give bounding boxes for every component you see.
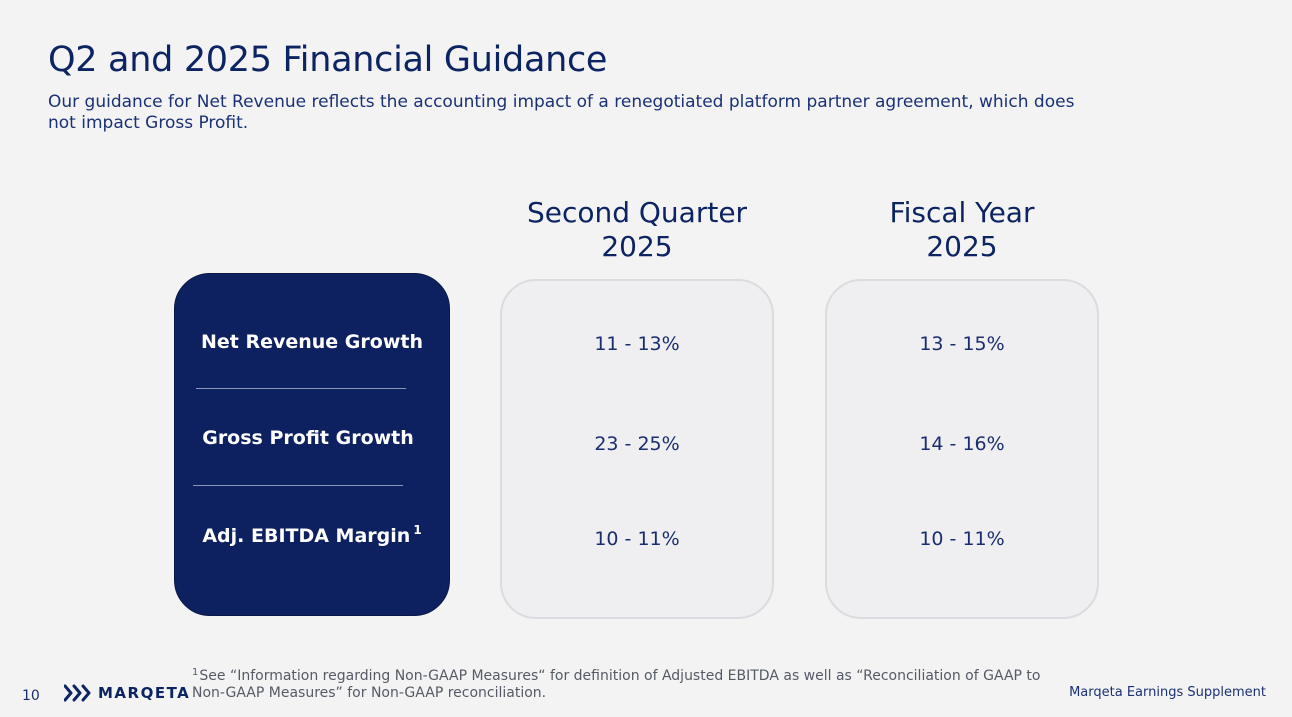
second-quarter-values-panel: 11 - 13% 23 - 25% 10 - 11% (500, 279, 774, 619)
metric-label-gross-profit-growth: Gross Profit Growth (171, 427, 445, 449)
value-q2-gross-profit-growth: 23 - 25% (594, 433, 680, 455)
fiscal-year-values-panel: 13 - 15% 14 - 16% 10 - 11% (825, 279, 1099, 619)
metric-label-text: Gross Profit Growth (202, 427, 414, 449)
metric-label-net-revenue-growth: Net Revenue Growth (175, 331, 449, 353)
marqeta-chevrons-icon (64, 684, 91, 702)
column-header-fiscal-year: Fiscal Year 2025 (812, 196, 1112, 264)
footnote-mark: 1 (192, 667, 199, 678)
value-q2-adj-ebitda-margin: 10 - 11% (594, 528, 680, 550)
footnote-marker: 1 (413, 523, 422, 537)
column-header-second-quarter: Second Quarter 2025 (487, 196, 787, 264)
value-fy-gross-profit-growth: 14 - 16% (919, 433, 1005, 455)
marqeta-logo: MARQETA (64, 684, 190, 702)
footnote: 1See “Information regarding Non-GAAP Mea… (192, 664, 1072, 702)
column-header-line: Second Quarter (526, 196, 748, 229)
metric-label-text: Net Revenue Growth (200, 331, 423, 353)
column-header-line: Fiscal Year (889, 196, 1035, 229)
metric-labels-panel: Net Revenue Growth Gross Profit Growth A… (174, 273, 450, 616)
document-title: Marqeta Earnings Supplement (1069, 685, 1266, 700)
metric-divider (196, 388, 406, 389)
logo-text: MARQETA (98, 684, 191, 702)
metric-label-text: Adj. EBITDA Margin (202, 525, 411, 547)
column-header-line: 2025 (926, 230, 998, 263)
value-fy-net-revenue-growth: 13 - 15% (919, 333, 1005, 355)
column-header-line: 2025 (601, 230, 673, 263)
page-number: 10 (22, 688, 40, 704)
slide-title: Q2 and 2025 Financial Guidance (48, 40, 608, 80)
metric-label-adj-ebitda-margin: Adj. EBITDA Margin 1 (175, 523, 449, 547)
metric-divider (193, 485, 403, 486)
footnote-text: See “Information regarding Non-GAAP Meas… (192, 668, 1041, 701)
value-fy-adj-ebitda-margin: 10 - 11% (919, 528, 1005, 550)
slide-subtitle: Our guidance for Net Revenue reflects th… (48, 92, 1075, 133)
value-q2-net-revenue-growth: 11 - 13% (594, 333, 680, 355)
